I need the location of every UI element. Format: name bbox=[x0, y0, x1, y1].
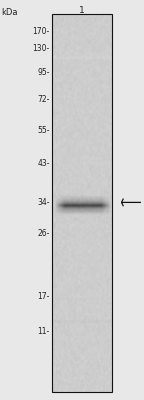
Text: kDa: kDa bbox=[1, 8, 18, 17]
Text: 11-: 11- bbox=[37, 327, 50, 336]
Text: 130-: 130- bbox=[32, 44, 50, 53]
Text: 1: 1 bbox=[78, 6, 84, 15]
Text: 72-: 72- bbox=[37, 96, 50, 104]
Text: 95-: 95- bbox=[37, 68, 50, 77]
Text: 170-: 170- bbox=[32, 28, 50, 36]
Text: 26-: 26- bbox=[37, 230, 50, 238]
Bar bbox=[52, 14, 112, 392]
Text: 55-: 55- bbox=[37, 126, 50, 135]
Text: 17-: 17- bbox=[37, 292, 50, 301]
Text: 43-: 43- bbox=[37, 159, 50, 168]
Text: 34-: 34- bbox=[37, 198, 50, 207]
